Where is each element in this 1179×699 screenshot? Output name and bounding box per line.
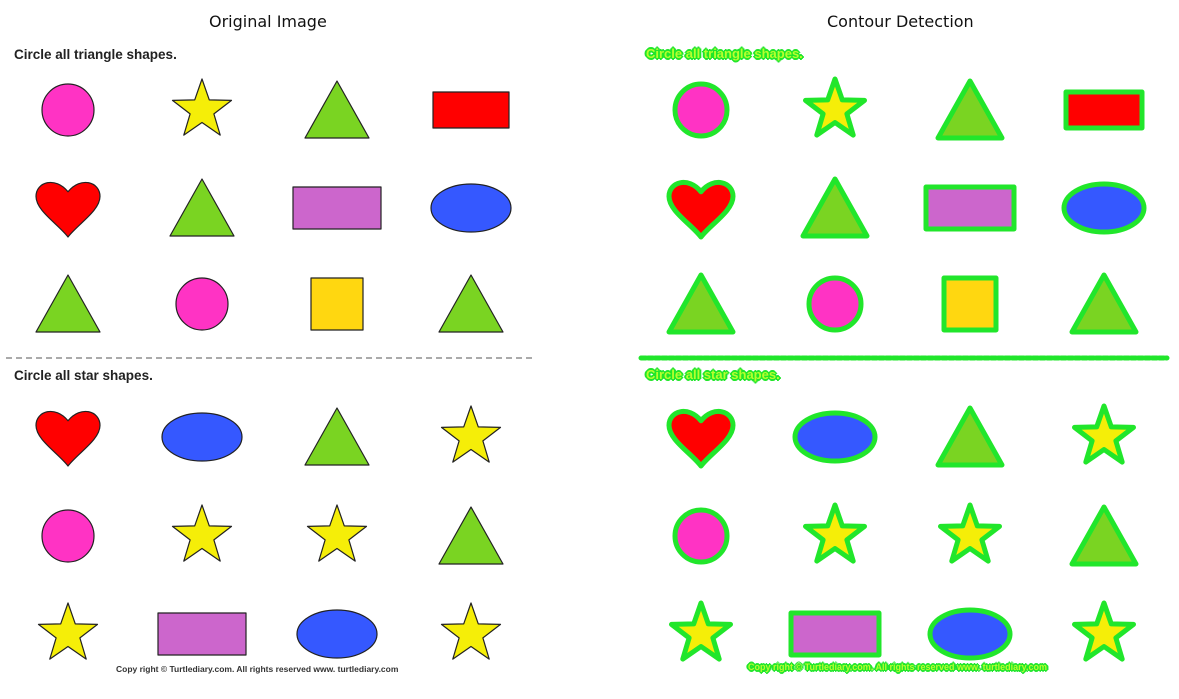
contour-top-ellipse-shape [1061,181,1147,235]
contour-top-triangle-shape [800,176,870,239]
contour-bottom-star-shape [938,502,1002,564]
original-image-title: Original Image [209,12,327,31]
contour-top-circle-shape [806,275,864,333]
contour-top-rectangle-red-shape [1063,89,1145,131]
original-top-star-shape [171,78,233,136]
copyright-text: Copy right © Turtlediary.com. All rights… [116,664,399,674]
triangle-instruction: Circle all triangle shapes. [14,47,177,62]
original-bottom-star-shape [306,504,368,562]
original-top-square-shape [310,277,364,331]
original-top-circle-shape [41,83,95,137]
original-bottom-triangle-shape [438,506,504,565]
contour-top-triangle-shape [666,272,736,335]
original-bottom-star-shape [440,405,502,463]
contour-bottom-ellipse-shape [792,410,878,464]
contour-bottom-heart-shape [666,409,736,469]
original-bottom-heart-shape [35,410,101,467]
contour-bottom-triangle-shape [1069,504,1139,567]
contour-top-heart-shape [666,180,736,240]
original-bottom-star-shape [171,504,233,562]
contour-copyright-text: Copy right © Turtlediary.com. All rights… [748,662,1048,672]
original-top-triangle-shape [438,274,504,333]
star-instruction: Circle all star shapes. [14,368,153,383]
contour-top-circle-shape [672,81,730,139]
contour-top-rectangle-violet-shape [923,184,1017,232]
contour-bottom-rectangle-violet-shape [788,610,882,658]
original-top-heart-shape [35,181,101,238]
contour-bottom-triangle-shape [935,405,1005,468]
original-bottom-triangle-shape [304,407,370,466]
original-top-triangle-shape [169,178,235,237]
original-bottom-ellipse-shape [161,412,243,462]
contour-bottom-star-shape [1072,403,1136,465]
original-top-triangle-shape [35,274,101,333]
original-bottom-star-shape [440,602,502,660]
original-top-rectangle-violet-shape [292,186,382,230]
original-top-ellipse-shape [430,183,512,233]
contour-detection-title: Contour Detection [827,12,974,31]
contour-bottom-star-shape [669,600,733,662]
contour-bottom-circle-shape [672,507,730,565]
contour-star-instruction: Circle all star shapes. [646,367,780,382]
original-bottom-ellipse-shape [296,609,378,659]
original-top-rectangle-red-shape [432,91,510,129]
contour-top-triangle-shape [1069,272,1139,335]
contour-triangle-instruction: Circle all triangle shapes. [646,46,803,61]
contour-bottom-star-shape [803,502,867,564]
original-top-triangle-shape [304,80,370,139]
original-bottom-rectangle-violet-shape [157,612,247,656]
contour-bottom-star-shape [1072,600,1136,662]
original-top-circle-shape [175,277,229,331]
contour-top-star-shape [803,76,867,138]
contour-bottom-ellipse-shape [927,607,1013,661]
original-bottom-star-shape [37,602,99,660]
original-bottom-circle-shape [41,509,95,563]
contour-top-square-shape [941,275,999,333]
contour-top-triangle-shape [935,78,1005,141]
